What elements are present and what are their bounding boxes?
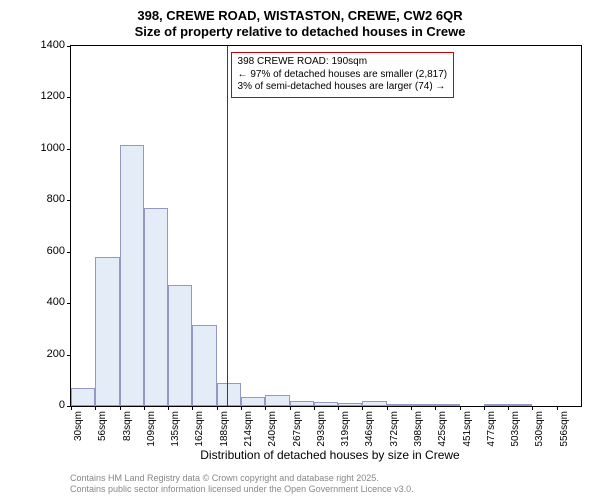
histogram-bar — [435, 404, 459, 406]
histogram-bar — [192, 325, 216, 406]
x-tick-label: 240sqm — [267, 411, 278, 447]
property-marker-line — [227, 46, 228, 406]
footer-line-2: Contains public sector information licen… — [70, 484, 414, 496]
y-tick-label: 1000 — [41, 142, 65, 154]
y-tick-label: 1200 — [41, 90, 65, 102]
x-tick-label: 30sqm — [73, 411, 84, 441]
chart-title-sub: Size of property relative to detached ho… — [0, 24, 600, 39]
x-tick-label: 477sqm — [486, 411, 497, 447]
x-tick-label: 293sqm — [316, 411, 327, 447]
x-tick-label: 267sqm — [292, 411, 303, 447]
histogram-bar — [168, 285, 192, 406]
x-axis-label: Distribution of detached houses by size … — [70, 448, 590, 462]
histogram-bar — [362, 401, 386, 406]
x-tick-label: 135sqm — [170, 411, 181, 447]
histogram-bar — [411, 404, 435, 406]
property-annotation: 398 CREWE ROAD: 190sqm← 97% of detached … — [231, 52, 455, 98]
annotation-line-3: 3% of semi-detached houses are larger (7… — [238, 81, 448, 94]
histogram-bar — [314, 402, 338, 406]
histogram-bar — [508, 404, 532, 406]
annotation-line-2: ← 97% of detached houses are smaller (2,… — [238, 69, 448, 82]
histogram-bar — [338, 403, 362, 406]
x-tick-label: 503sqm — [510, 411, 521, 447]
histogram-bar — [217, 383, 241, 406]
histogram-bar — [71, 388, 95, 406]
y-tick-label: 0 — [59, 399, 65, 411]
histogram-bar — [144, 208, 168, 406]
histogram-bar — [241, 397, 265, 406]
histogram-bar — [387, 404, 411, 406]
y-tick-label: 400 — [47, 296, 65, 308]
x-tick-label: 556sqm — [559, 411, 570, 447]
histogram-bar — [290, 401, 314, 406]
x-tick-label: 319sqm — [340, 411, 351, 447]
x-tick-label: 83sqm — [122, 411, 133, 441]
histogram-bar — [120, 145, 144, 406]
annotation-line-1: 398 CREWE ROAD: 190sqm — [238, 56, 448, 69]
y-tick-label: 1400 — [41, 39, 65, 51]
chart-title-main: 398, CREWE ROAD, WISTASTON, CREWE, CW2 6… — [0, 8, 600, 23]
x-tick-label: 372sqm — [389, 411, 400, 447]
x-tick-label: 162sqm — [194, 411, 205, 447]
y-tick-label: 600 — [47, 245, 65, 257]
x-tick-label: 530sqm — [534, 411, 545, 447]
histogram-bar — [95, 257, 119, 406]
x-tick-label: 56sqm — [97, 411, 108, 441]
chart-container: 398, CREWE ROAD, WISTASTON, CREWE, CW2 6… — [0, 0, 600, 500]
x-tick-label: 398sqm — [413, 411, 424, 447]
x-tick-label: 214sqm — [243, 411, 254, 447]
histogram-bar — [484, 404, 508, 406]
footer-line-1: Contains HM Land Registry data © Crown c… — [70, 473, 414, 485]
x-tick-label: 109sqm — [146, 411, 157, 447]
y-tick-label: 200 — [47, 348, 65, 360]
x-tick-label: 188sqm — [219, 411, 230, 447]
footer-attribution: Contains HM Land Registry data © Crown c… — [70, 473, 414, 496]
histogram-bar — [265, 395, 289, 406]
plot-area: 398 CREWE ROAD: 190sqm← 97% of detached … — [70, 45, 582, 407]
x-tick-label: 346sqm — [364, 411, 375, 447]
y-tick-label: 800 — [47, 193, 65, 205]
x-tick-label: 451sqm — [462, 411, 473, 447]
x-tick-label: 425sqm — [437, 411, 448, 447]
